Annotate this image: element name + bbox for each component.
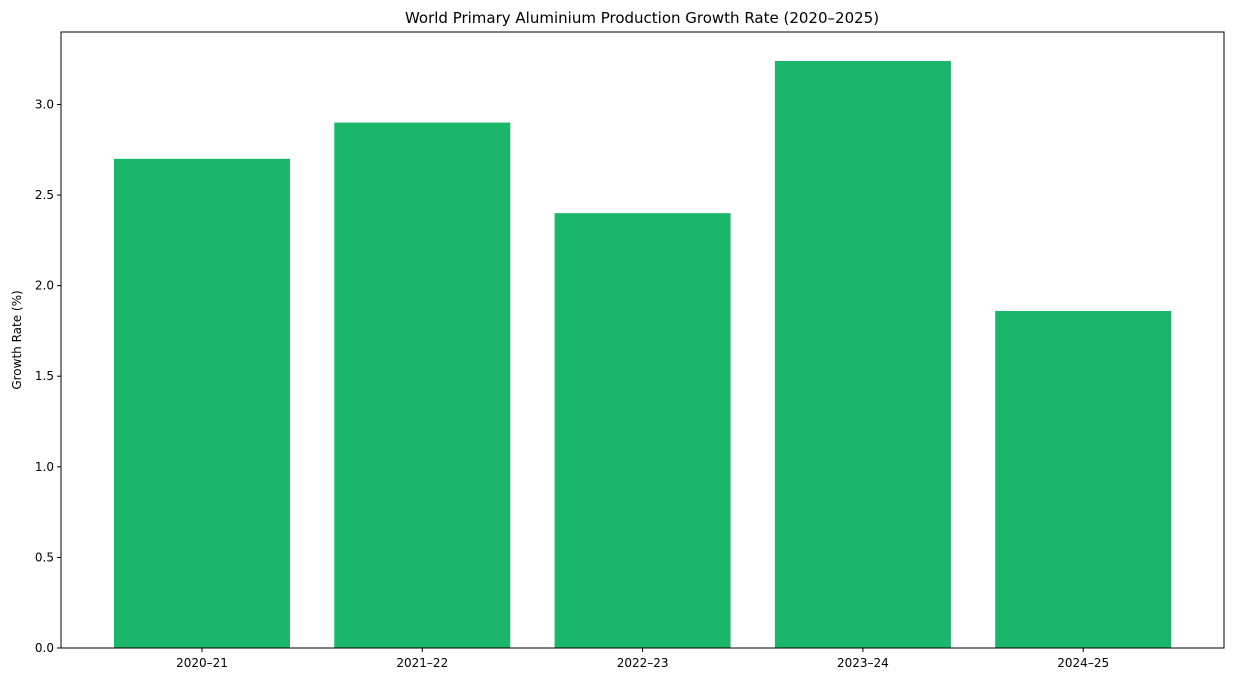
x-tick-label: 2024–25	[1057, 656, 1109, 670]
x-tick-label: 2020–21	[176, 656, 228, 670]
y-tick-label: 0.0	[35, 641, 54, 655]
x-tick-label: 2023–24	[837, 656, 889, 670]
x-tick-label: 2022–23	[617, 656, 669, 670]
y-axis-label: Growth Rate (%)	[10, 290, 24, 389]
bar-2021–22	[334, 122, 511, 648]
y-tick-label: 2.5	[35, 188, 54, 202]
y-tick-label: 0.5	[35, 550, 54, 564]
bar-2022–23	[554, 213, 731, 649]
chart-title: World Primary Aluminium Production Growt…	[405, 9, 879, 27]
x-tick-label: 2021–22	[396, 656, 448, 670]
y-tick-label: 3.0	[35, 97, 54, 111]
y-tick-label: 1.5	[35, 369, 54, 383]
plot-frame	[60, 31, 1225, 649]
bar-2020–21	[114, 158, 290, 648]
y-tick-label: 2.0	[35, 279, 54, 293]
bar-2023–24	[774, 60, 951, 649]
y-tick-label: 1.0	[35, 460, 54, 474]
bar-2024–25	[995, 311, 1172, 648]
